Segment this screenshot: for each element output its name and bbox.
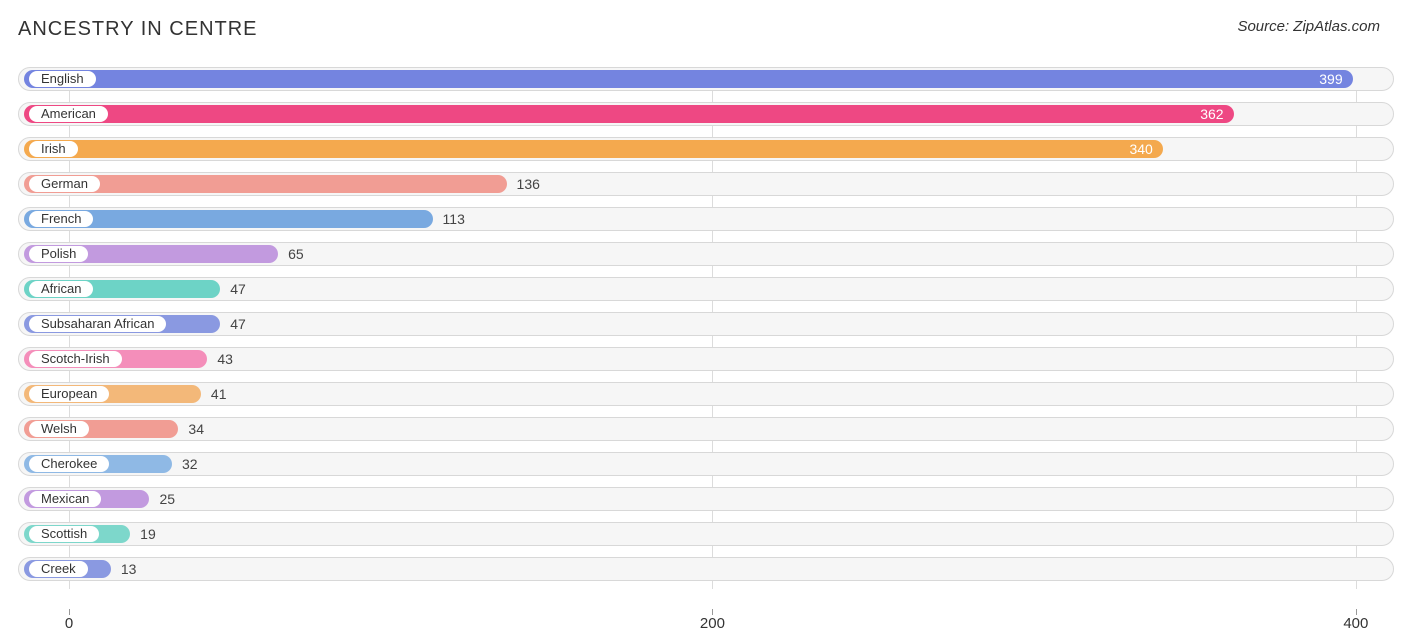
axis-label: 400 [1343,615,1368,632]
bar-fill [24,70,1353,88]
bar-row: Irish 340 [18,137,1394,161]
bar-label: African [29,281,93,297]
x-axis: 0 200 400 [18,609,1394,637]
bar-label: American [29,106,108,122]
bar-row: Cherokee 32 [18,452,1394,476]
bar-label: Cherokee [29,456,109,472]
bar-row: Welsh 34 [18,417,1394,441]
bar-label: Mexican [29,491,101,507]
bar-label: English [29,71,96,87]
bar-value: 19 [140,522,156,546]
chart-source: Source: ZipAtlas.com [1237,18,1394,35]
bar-label: Scotch-Irish [29,351,122,367]
bar-track [18,312,1394,336]
bar-value: 43 [217,347,233,371]
bar-value: 25 [159,487,175,511]
bar-value: 340 [1129,137,1152,161]
bar-track [18,277,1394,301]
bar-label: Polish [29,246,88,262]
bar-track [18,452,1394,476]
bar-value: 34 [188,417,204,441]
chart-title: ANCESTRY IN CENTRE [18,18,258,41]
axis-label: 0 [65,615,73,632]
bar-label: Subsaharan African [29,316,166,332]
bar-row: Mexican 25 [18,487,1394,511]
bar-value: 362 [1200,102,1223,126]
bar-row: Scotch-Irish 43 [18,347,1394,371]
axis-label: 200 [700,615,725,632]
bar-value: 136 [517,172,540,196]
bar-label: French [29,211,93,227]
bar-track [18,557,1394,581]
bar-label: Scottish [29,526,99,542]
bar-value: 113 [443,207,465,231]
bar-value: 47 [230,312,246,336]
bar-row: Creek 13 [18,557,1394,581]
bar-label: Creek [29,561,88,577]
bar-label: European [29,386,109,402]
bar-label: Welsh [29,421,89,437]
bar-value: 32 [182,452,198,476]
bar-track [18,417,1394,441]
bar-value: 65 [288,242,304,266]
bar-row: English 399 [18,67,1394,91]
bar-value: 47 [230,277,246,301]
bar-value: 399 [1319,67,1342,91]
bar-row: Subsaharan African 47 [18,312,1394,336]
bar-row: Polish 65 [18,242,1394,266]
bar-label: Irish [29,141,78,157]
bar-value: 41 [211,382,227,406]
bar-value: 13 [121,557,137,581]
bar-row: European 41 [18,382,1394,406]
chart-area: English399American362Irish340German136Fr… [18,67,1394,637]
bar-fill [24,105,1234,123]
bar-row: French 113 [18,207,1394,231]
bar-label: German [29,176,100,192]
bar-row: African 47 [18,277,1394,301]
bar-fill [24,140,1163,158]
bar-row: American 362 [18,102,1394,126]
bar-track [18,487,1394,511]
chart-plot: English 399 American 362 Irish 340 German 136 Fr… [18,67,1394,607]
bar-row: Scottish 19 [18,522,1394,546]
bar-track [18,522,1394,546]
bar-row: German 136 [18,172,1394,196]
